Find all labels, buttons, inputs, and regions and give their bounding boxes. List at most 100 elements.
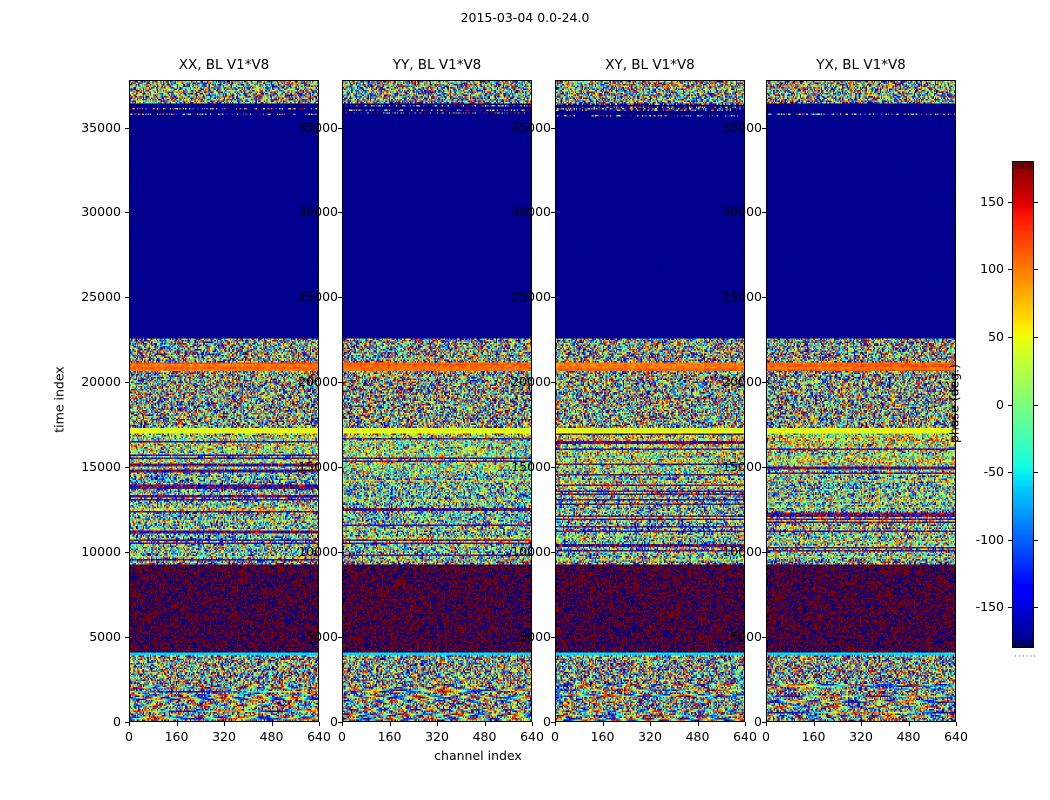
y-tick-label: 15000 bbox=[511, 459, 551, 475]
y-tick-label: 35000 bbox=[81, 119, 121, 135]
x-tick-mark bbox=[177, 722, 178, 726]
x-tick-label: 640 bbox=[307, 729, 331, 744]
panel-yy-title: YY, BL V1*V8 bbox=[392, 57, 482, 73]
y-tick-mark bbox=[762, 212, 766, 213]
x-tick-mark bbox=[485, 722, 486, 726]
y-tick-mark bbox=[338, 128, 342, 129]
y-tick-mark bbox=[125, 212, 129, 213]
panel-xx[interactable] bbox=[129, 80, 319, 722]
x-tick-mark bbox=[437, 722, 438, 726]
y-tick-label: 35000 bbox=[722, 119, 762, 135]
colorbar-tick-label: -150 bbox=[975, 599, 1004, 615]
x-tick-label: 320 bbox=[849, 729, 873, 744]
y-tick-label: 5000 bbox=[730, 629, 762, 645]
y-tick-mark bbox=[762, 467, 766, 468]
x-tick-label: 480 bbox=[896, 729, 921, 744]
y-tick-label: 0 bbox=[754, 714, 762, 729]
panel-yy-image bbox=[343, 81, 531, 721]
x-tick-label: 480 bbox=[685, 729, 710, 744]
y-tick-mark bbox=[551, 637, 555, 638]
colorbar-tick-mark bbox=[1034, 337, 1038, 338]
colorbar-tick-label: 0 bbox=[996, 396, 1004, 412]
y-tick-mark bbox=[762, 382, 766, 383]
x-tick-label: 0 bbox=[338, 729, 346, 744]
y-tick-label: 5000 bbox=[519, 629, 551, 645]
x-tick-label: 0 bbox=[762, 729, 770, 744]
x-tick-label: 320 bbox=[425, 729, 449, 744]
y-tick-mark bbox=[762, 637, 766, 638]
x-tick-label: 480 bbox=[259, 729, 284, 744]
x-tick-label: 160 bbox=[164, 729, 189, 744]
colorbar-tick-mark bbox=[1034, 607, 1038, 608]
panel-xy-image bbox=[556, 81, 744, 721]
y-tick-label: 5000 bbox=[89, 629, 121, 645]
colorbar-tick-label: -50 bbox=[983, 464, 1004, 480]
panel-yx[interactable] bbox=[766, 80, 956, 722]
x-tick-mark bbox=[814, 722, 815, 726]
y-tick-mark bbox=[551, 297, 555, 298]
colorbar-tick-mark bbox=[1034, 472, 1038, 473]
y-tick-label: 20000 bbox=[81, 374, 121, 390]
y-tick-label: 10000 bbox=[511, 544, 551, 560]
y-tick-label: 0 bbox=[330, 714, 338, 729]
colorbar-tick-mark bbox=[1034, 202, 1038, 203]
x-tick-label: 320 bbox=[212, 729, 236, 744]
x-tick-mark bbox=[745, 722, 746, 726]
y-tick-mark bbox=[125, 297, 129, 298]
colorbar-tick-mark bbox=[1008, 337, 1012, 338]
x-tick-label: 0 bbox=[551, 729, 559, 744]
y-axis-label: time index bbox=[51, 366, 67, 433]
figure-suptitle: 2015-03-04 0.0-24.0 bbox=[460, 10, 590, 25]
y-tick-mark bbox=[338, 382, 342, 383]
x-tick-mark bbox=[129, 722, 130, 726]
panel-xy-title: XY, BL V1*V8 bbox=[605, 57, 695, 73]
colorbar-tick-mark bbox=[1008, 269, 1012, 270]
y-tick-label: 25000 bbox=[81, 289, 121, 305]
y-tick-label: 10000 bbox=[722, 544, 762, 560]
y-tick-mark bbox=[762, 128, 766, 129]
panel-yy[interactable] bbox=[342, 80, 532, 722]
panel-xx-title: XX, BL V1*V8 bbox=[178, 57, 270, 73]
x-tick-mark bbox=[532, 722, 533, 726]
x-tick-mark bbox=[861, 722, 862, 726]
panel-yx-title: YX, BL V1*V8 bbox=[816, 57, 906, 73]
y-tick-mark bbox=[551, 722, 555, 723]
colorbar-tick-mark bbox=[1034, 269, 1038, 270]
y-tick-label: 10000 bbox=[81, 544, 121, 560]
y-tick-label: 5000 bbox=[306, 629, 338, 645]
y-tick-label: 20000 bbox=[722, 374, 762, 390]
y-tick-label: 0 bbox=[113, 714, 121, 729]
y-tick-mark bbox=[762, 722, 766, 723]
colorbar-tick-mark bbox=[1034, 405, 1038, 406]
colorbar-tick-mark bbox=[1008, 202, 1012, 203]
x-tick-mark bbox=[909, 722, 910, 726]
y-tick-mark bbox=[338, 722, 342, 723]
y-tick-label: 25000 bbox=[298, 289, 338, 305]
colorbar-tick-label: 50 bbox=[988, 328, 1004, 344]
colorbar-tick-label: 150 bbox=[980, 193, 1004, 209]
panel-xx-image bbox=[130, 81, 318, 721]
y-tick-mark bbox=[125, 637, 129, 638]
y-tick-mark bbox=[338, 297, 342, 298]
colorbar-tick-mark bbox=[1008, 540, 1012, 541]
y-tick-mark bbox=[125, 552, 129, 553]
colorbar bbox=[1012, 161, 1034, 648]
y-tick-mark bbox=[551, 212, 555, 213]
y-tick-label: 30000 bbox=[81, 204, 121, 220]
colorbar-extend-icon: ······ bbox=[1014, 652, 1038, 662]
colorbar-tick-label: -100 bbox=[975, 531, 1004, 547]
x-tick-label: 480 bbox=[472, 729, 497, 744]
y-tick-mark bbox=[125, 467, 129, 468]
colorbar-tick-label: 100 bbox=[980, 261, 1004, 277]
y-tick-label: 35000 bbox=[298, 119, 338, 135]
y-tick-label: 25000 bbox=[722, 289, 762, 305]
y-tick-label: 30000 bbox=[511, 204, 551, 220]
x-tick-mark bbox=[319, 722, 320, 726]
y-tick-label: 15000 bbox=[722, 459, 762, 475]
colorbar-tick-mark bbox=[1034, 540, 1038, 541]
y-tick-mark bbox=[338, 552, 342, 553]
colorbar-tick-mark bbox=[1008, 607, 1012, 608]
x-tick-label: 640 bbox=[944, 729, 968, 744]
panel-xy[interactable] bbox=[555, 80, 745, 722]
panel-yx-image bbox=[767, 81, 955, 721]
